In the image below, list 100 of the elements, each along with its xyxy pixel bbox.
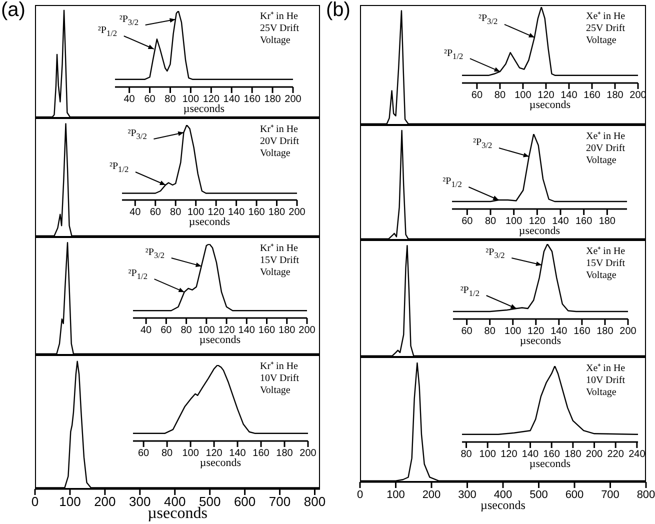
x-tick-label: 800 — [636, 488, 655, 501]
x-tick-label: 160 — [584, 90, 601, 102]
x-tick-label: 140 — [223, 94, 240, 106]
x-tick-label: 160 — [244, 94, 261, 106]
x-tick-label: 160 — [252, 448, 270, 460]
x-tick-label: 100 — [198, 325, 216, 336]
annotation: Xe⁺ in He 20V Drift Voltage — [586, 131, 626, 167]
x-axis-title: µseconds — [199, 334, 241, 346]
annotation: ²P$_{1/2}$ — [109, 161, 129, 174]
annotation: ²P$_{1/2}$ — [128, 268, 148, 282]
x-tick-label: 100 — [59, 494, 81, 510]
x-tick-label: 60 — [461, 326, 473, 338]
x-tick-label: 200 — [298, 325, 316, 336]
x-tick-label: 80 — [180, 325, 192, 336]
x-tick-label: 120 — [218, 325, 236, 336]
x-tick-label: 300 — [458, 488, 476, 501]
x-tick-label: 80 — [170, 207, 182, 218]
x-tick-label: 180 — [276, 448, 294, 460]
x-tick-label: 180 — [598, 216, 616, 228]
annotation: Kr⁺ in He 15V Drift Voltage — [260, 243, 300, 279]
x-axis-title: µseconds — [200, 457, 242, 469]
x-axis-title: µseconds — [183, 103, 225, 115]
x-tick-label: 220 — [607, 449, 624, 460]
x-tick-label: 60 — [462, 216, 474, 228]
x-tick-label: 120 — [528, 326, 545, 338]
x-tick-label: 400 — [494, 488, 512, 501]
chart-title: (b) — [326, 0, 350, 22]
x-tick-label: 60 — [144, 94, 156, 106]
annotation: Kr⁺ in He 10V Drift Voltage — [260, 361, 300, 397]
x-tick-label: 140 — [560, 90, 578, 102]
x-tick-label: 120 — [528, 216, 546, 228]
x-axis-title: µseconds — [520, 335, 562, 347]
x-tick-label: 0 — [31, 494, 39, 510]
x-tick-label: 200 — [288, 207, 306, 218]
x-tick-label: 80 — [460, 449, 472, 460]
x-tick-label: 160 — [574, 326, 591, 338]
x-axis-title: µseconds — [529, 458, 571, 470]
x-tick-label: 500 — [530, 488, 548, 501]
x-tick-label: 180 — [278, 325, 296, 336]
annotation: ²P$_{3/2}$ — [145, 247, 165, 260]
annotation: ²P$_{3/2}$ — [119, 14, 139, 27]
x-tick-label: 60 — [160, 325, 172, 336]
x-tick-label: 180 — [264, 94, 282, 106]
annotation: Kr⁺ in He 25V Drift Voltage — [260, 11, 300, 47]
x-tick-label: 140 — [238, 325, 256, 336]
annotation: ²P$_{1/2}$ — [460, 284, 480, 298]
x-tick-label: 40 — [140, 325, 152, 336]
chart-title: (a) — [1, 0, 26, 22]
x-tick-label: 160 — [543, 449, 560, 460]
x-tick-label: 200 — [620, 326, 637, 338]
x-tick-label: 120 — [208, 207, 225, 218]
x-tick-label: 120 — [202, 94, 220, 106]
x-tick-label: 60 — [471, 90, 483, 102]
x-tick-label: 180 — [596, 326, 614, 338]
x-tick-label: 120 — [206, 448, 223, 460]
x-tick-label: 80 — [484, 216, 496, 228]
x-tick-label: 600 — [565, 488, 584, 501]
x-tick-label: 160 — [575, 216, 593, 228]
x-tick-label: 100 — [182, 448, 200, 460]
x-tick-label: 140 — [228, 207, 246, 218]
x-tick-label: 800 — [304, 494, 326, 510]
x-tick-label: 100 — [514, 90, 532, 102]
x-tick-label: 200 — [300, 448, 317, 460]
x-axis-title: µseconds — [529, 99, 571, 111]
x-tick-label: 140 — [229, 448, 246, 460]
x-tick-label: 200 — [422, 488, 441, 501]
annotation: ²P$_{3/2}$ — [128, 128, 147, 141]
x-tick-label: 40 — [130, 207, 142, 218]
x-tick-label: 160 — [248, 207, 266, 218]
annotation: Kr⁺ in He 20V Drift Voltage — [260, 124, 300, 160]
x-tick-label: 80 — [484, 326, 496, 338]
annotation: ²P$_{3/2}$ — [473, 137, 492, 150]
x-axis-title: µseconds — [480, 498, 526, 512]
x-tick-label: 200 — [284, 94, 302, 106]
x-tick-label: 100 — [505, 216, 523, 228]
x-tick-label: 160 — [258, 325, 276, 336]
x-tick-label: 700 — [601, 488, 620, 501]
annotation: ²P$_{1/2}$ — [442, 176, 462, 189]
x-tick-label: 60 — [138, 448, 150, 460]
x-axis-title: µseconds — [518, 225, 560, 237]
x-tick-label: 200 — [586, 449, 604, 460]
x-tick-label: 140 — [552, 216, 570, 228]
x-tick-label: 600 — [234, 494, 256, 510]
annotation: ²P$_{1/2}$ — [444, 48, 464, 61]
annotation: ²P$_{3/2}$ — [478, 13, 498, 26]
x-tick-label: 100 — [182, 94, 200, 106]
x-tick-label: 200 — [94, 494, 116, 510]
annotation: Xe⁺ in He 15V Drift Voltage — [586, 246, 626, 282]
x-tick-label: 700 — [268, 494, 291, 510]
x-tick-label: 80 — [162, 448, 174, 460]
x-tick-label: 180 — [606, 90, 624, 102]
x-tick-label: 120 — [500, 449, 518, 460]
x-tick-label: 0 — [356, 488, 364, 501]
x-tick-label: 100 — [504, 326, 522, 338]
annotation: Xe⁺ in He 25V Drift Voltage — [586, 11, 626, 47]
x-tick-label: 60 — [150, 207, 162, 218]
x-tick-label: 40 — [124, 94, 136, 106]
x-tick-label: 120 — [538, 90, 555, 102]
x-tick-label: 100 — [479, 449, 496, 460]
annotation: Xe⁺ in He 10V Drift Voltage — [586, 363, 626, 399]
